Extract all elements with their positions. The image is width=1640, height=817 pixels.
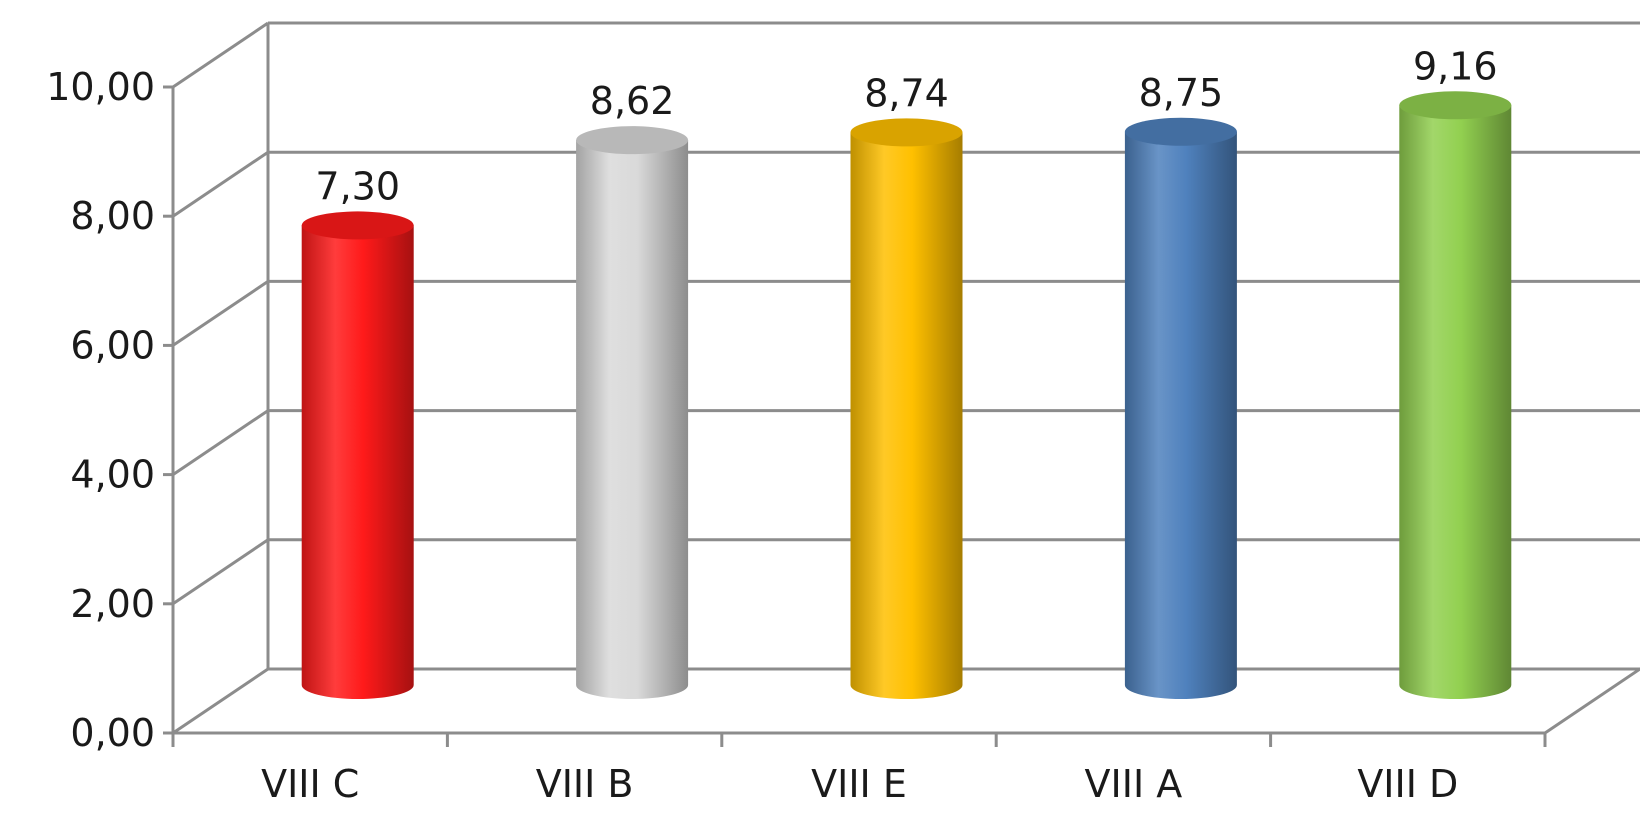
- y-tick-label: 6,00: [70, 323, 155, 367]
- y-tick-label: 0,00: [70, 711, 155, 755]
- bar-cap: [576, 126, 689, 155]
- bar-cap: [850, 118, 963, 147]
- x-tick-label: VIII D: [1357, 762, 1458, 806]
- data-label: 7,30: [315, 164, 400, 208]
- side-wall-line: [172, 409, 269, 476]
- bar-viii-a: [1124, 117, 1237, 699]
- labels: 7,30 VIII C 8,62 VIII B 8,74 VIII E 8,75 VIII A…: [261, 44, 1498, 806]
- y-tick-label: 10,00: [46, 65, 155, 109]
- y-tick-label: 2,00: [70, 582, 155, 626]
- y-tick-label: 4,00: [70, 453, 155, 497]
- bar-body: [1399, 105, 1512, 700]
- y-tick-label: 8,00: [70, 194, 155, 238]
- bar-body: [850, 132, 963, 699]
- x-tick-label: VIII C: [261, 762, 359, 806]
- data-label: 8,74: [864, 71, 949, 115]
- side-wall-line: [172, 21, 269, 89]
- bar-cap: [1399, 91, 1512, 120]
- bar-viii-c: [301, 211, 414, 700]
- data-label: 8,75: [1139, 71, 1224, 115]
- bar-cap: [1124, 117, 1237, 146]
- side-wall-line: [172, 280, 269, 347]
- bar-viii-b: [576, 126, 689, 699]
- side-wall-line: [172, 667, 269, 735]
- data-label: 8,62: [590, 79, 675, 123]
- side-wall-line: [172, 538, 269, 606]
- bar-viii-e: [850, 118, 963, 699]
- data-label: 9,16: [1413, 44, 1498, 88]
- bar-body: [1124, 131, 1237, 699]
- x-tick-label: VIII B: [536, 762, 634, 806]
- bars: [301, 91, 1512, 700]
- x-tick-label: VIII A: [1085, 762, 1183, 806]
- side-wall-line: [172, 150, 269, 218]
- axes: 0,00 2,00 4,00 6,00 8,00 10,00: [46, 65, 1547, 755]
- bar-cap: [301, 211, 414, 240]
- floor-right-edge: [1544, 667, 1640, 735]
- bar-body: [576, 140, 689, 699]
- x-tick-label: VIII E: [811, 762, 907, 806]
- bar-viii-d: [1399, 91, 1512, 700]
- bar-body: [301, 225, 414, 700]
